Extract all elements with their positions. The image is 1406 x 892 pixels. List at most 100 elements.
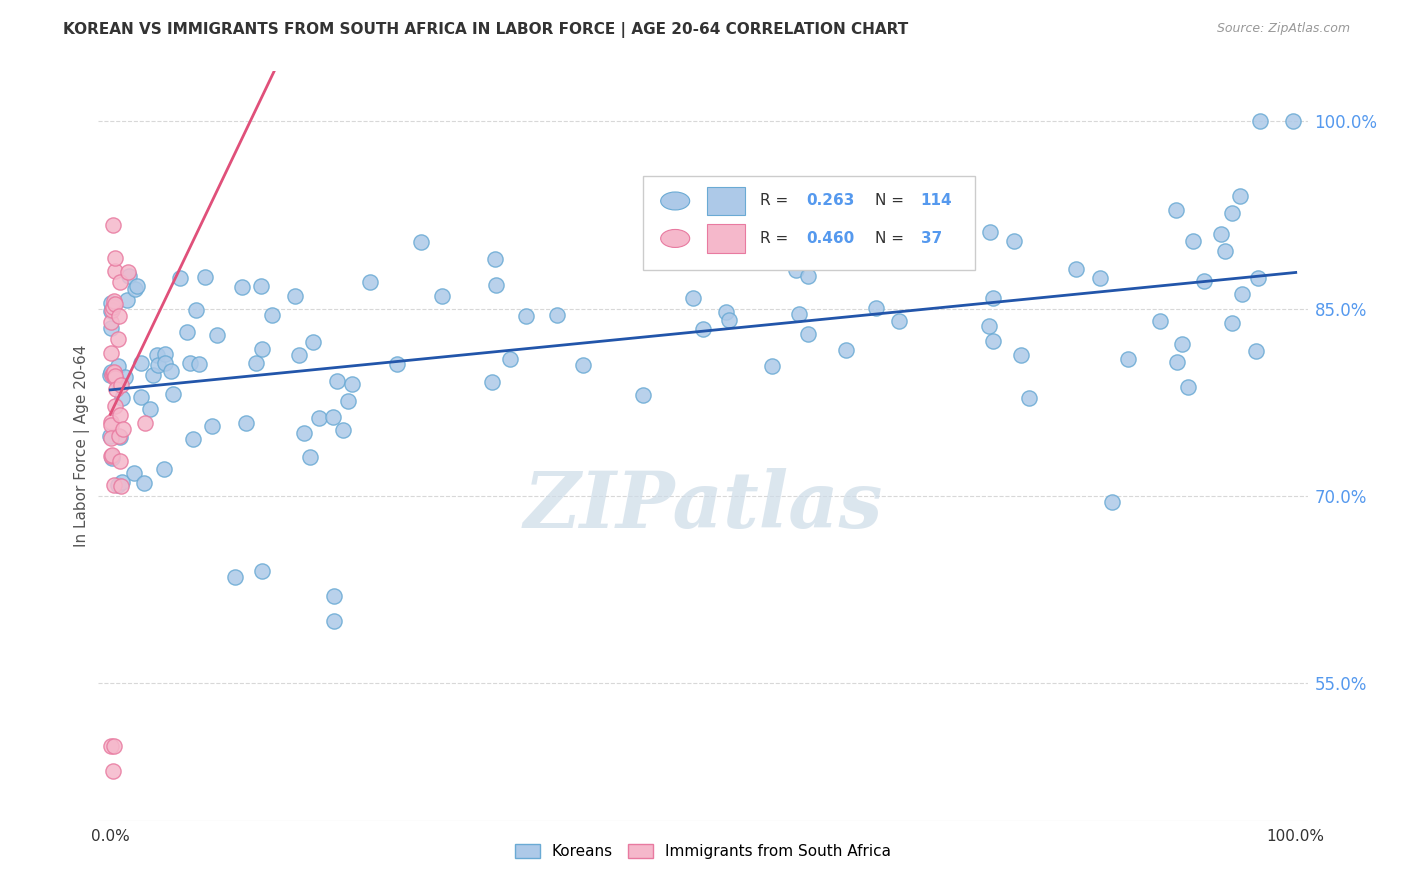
Point [132, 476, 155, 491]
Point [100, 368, 122, 382]
Bar [707, 186, 745, 215]
Point [115, 293, 138, 307]
Point [1177, 380, 1199, 394]
Point [160, 364, 183, 378]
Point [104, 296, 127, 310]
Point [117, 268, 139, 283]
Point [1166, 354, 1188, 368]
Point [250, 279, 273, 293]
Point [142, 368, 165, 382]
Point [152, 462, 174, 476]
Point [322, 410, 344, 425]
Point [103, 367, 125, 381]
Point [1149, 314, 1171, 328]
Point [1220, 206, 1243, 220]
Point [131, 356, 153, 370]
Text: KOREAN VS IMMIGRANTS FROM SOUTH AFRICA IN LABOR FORCE | AGE 20-64 CORRELATION CH: KOREAN VS IMMIGRANTS FROM SOUTH AFRICA I… [63, 22, 908, 38]
Point [889, 313, 911, 327]
Point [1018, 391, 1040, 405]
Point [153, 347, 176, 361]
Point [485, 277, 508, 292]
Point [176, 325, 198, 339]
Point [484, 252, 506, 267]
Text: R =: R = [759, 231, 793, 246]
Point [103, 365, 125, 379]
Point [108, 309, 131, 323]
Point [252, 342, 274, 356]
Point [796, 268, 818, 283]
Point [1247, 270, 1270, 285]
Text: N =: N = [875, 231, 908, 246]
Point [100, 739, 122, 753]
Point [100, 365, 122, 379]
Point [194, 269, 217, 284]
Point [111, 391, 134, 405]
Point [103, 366, 125, 380]
FancyBboxPatch shape [643, 177, 976, 270]
Point [692, 321, 714, 335]
Point [114, 370, 136, 384]
Point [1064, 262, 1087, 277]
Point [865, 301, 887, 315]
Point [134, 416, 156, 430]
Point [633, 388, 655, 402]
Point [298, 450, 321, 465]
Point [499, 351, 522, 366]
Point [1101, 495, 1123, 509]
Point [107, 359, 129, 373]
Point [101, 451, 124, 466]
Point [1164, 202, 1187, 217]
Point [340, 376, 363, 391]
Point [122, 467, 145, 481]
Point [308, 411, 330, 425]
Point [103, 739, 125, 753]
Circle shape [661, 229, 690, 247]
Point [146, 348, 169, 362]
Point [100, 449, 122, 463]
Point [288, 348, 311, 362]
Point [162, 387, 184, 401]
Point [1182, 234, 1205, 248]
Point [1088, 271, 1111, 285]
Point [284, 289, 307, 303]
Circle shape [661, 192, 690, 210]
Point [322, 614, 344, 628]
Point [188, 358, 211, 372]
Point [245, 356, 267, 370]
Point [1229, 189, 1251, 203]
Point [546, 309, 568, 323]
Point [111, 422, 134, 436]
Point [100, 368, 122, 382]
Point [108, 429, 131, 443]
Point [100, 449, 122, 463]
Point [110, 409, 132, 423]
Point [100, 431, 122, 445]
Point [682, 292, 704, 306]
Point [100, 345, 122, 359]
Point [231, 280, 253, 294]
Text: 0.460: 0.460 [806, 231, 853, 246]
Point [100, 417, 122, 432]
Point [104, 251, 127, 265]
Point [117, 265, 139, 279]
Point [110, 479, 132, 493]
Point [1249, 114, 1271, 128]
Point [111, 475, 134, 489]
Point [103, 294, 125, 309]
Point [186, 302, 208, 317]
Point [323, 589, 346, 603]
Text: N =: N = [875, 194, 908, 209]
Point [224, 570, 246, 584]
Point [1010, 348, 1032, 362]
Text: ZIPatlas: ZIPatlas [523, 467, 883, 544]
Point [107, 477, 129, 491]
Point [1220, 316, 1243, 330]
Point [1244, 344, 1267, 359]
Point [131, 390, 153, 404]
Point [108, 275, 131, 289]
Point [105, 382, 128, 396]
Point [98, 429, 121, 443]
Point [332, 423, 354, 437]
Point [1192, 274, 1215, 288]
Text: R =: R = [759, 194, 793, 209]
